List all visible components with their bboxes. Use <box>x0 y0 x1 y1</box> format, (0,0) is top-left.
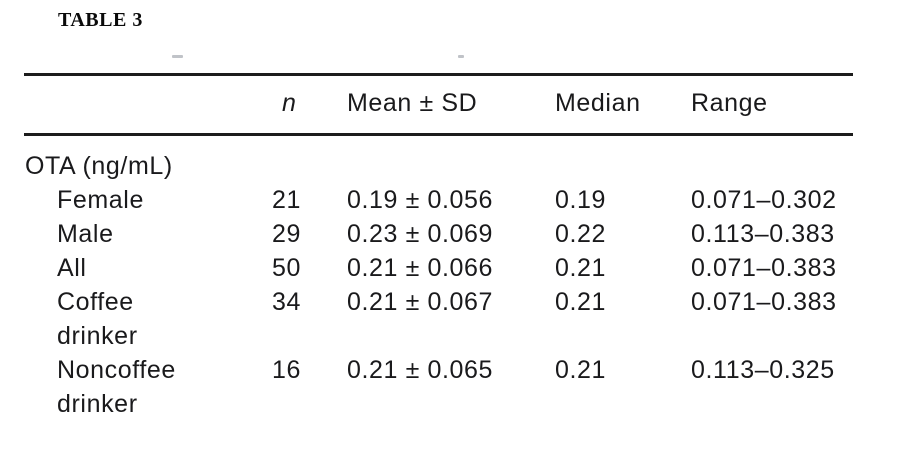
row-median-value: 0.19 <box>555 186 607 214</box>
row-median-value: 0.21 <box>555 254 607 282</box>
faded-caption-artifact <box>458 55 464 58</box>
header-median: Median <box>555 89 641 117</box>
row-n-value: 21 <box>272 186 302 214</box>
table-row-coffee-drinker: Coffee drinker 34 0.21 ± 0.067 0.21 0.07… <box>24 285 853 353</box>
table-row-all: All 50 0.21 ± 0.066 0.21 0.071–0.383 <box>24 251 853 285</box>
row-mean-sd-value: 0.21 ± 0.065 <box>347 356 494 384</box>
row-label: Male <box>57 220 114 248</box>
table-row-male: Male 29 0.23 ± 0.069 0.22 0.113–0.383 <box>24 217 853 251</box>
row-median-value: 0.22 <box>555 220 607 248</box>
table-header-row: n Mean ± SD Median Range <box>24 76 853 133</box>
group-header-label: OTA (ng/mL) <box>25 152 173 180</box>
header-n: n <box>282 89 297 117</box>
table-top-rule <box>24 73 853 76</box>
table-row-female: Female 21 0.19 ± 0.056 0.19 0.071–0.302 <box>24 183 853 217</box>
row-label: All <box>57 254 87 282</box>
row-mean-sd-value: 0.23 ± 0.069 <box>347 220 494 248</box>
table-group-row: OTA (ng/mL) <box>24 149 853 183</box>
row-n-value: 29 <box>272 220 302 248</box>
row-label: Female <box>57 186 144 214</box>
header-mean-sd: Mean ± SD <box>347 89 478 117</box>
row-n-value: 50 <box>272 254 302 282</box>
faded-caption-artifact <box>172 55 183 58</box>
table-row-noncoffee-drinker: Noncoffee drinker 16 0.21 ± 0.065 0.21 0… <box>24 353 853 421</box>
row-median-value: 0.21 <box>555 356 607 384</box>
row-mean-sd-value: 0.21 ± 0.067 <box>347 288 494 316</box>
table-header-rule <box>24 133 853 136</box>
row-mean-sd-value: 0.21 ± 0.066 <box>347 254 494 282</box>
table-body: OTA (ng/mL) Female 21 0.19 ± 0.056 0.19 … <box>24 136 853 421</box>
row-n-value: 16 <box>272 356 302 384</box>
table-number-label: TABLE 3 <box>58 9 143 31</box>
statistics-table: n Mean ± SD Median Range OTA (ng/mL) Fem… <box>24 73 853 421</box>
row-mean-sd-value: 0.19 ± 0.056 <box>347 186 494 214</box>
row-range-value: 0.113–0.325 <box>691 356 835 384</box>
row-range-value: 0.071–0.383 <box>691 288 837 316</box>
row-range-value: 0.113–0.383 <box>691 220 835 248</box>
row-median-value: 0.21 <box>555 288 607 316</box>
header-range: Range <box>691 89 768 117</box>
row-range-value: 0.071–0.383 <box>691 254 837 282</box>
row-label: Noncoffee drinker <box>57 356 176 418</box>
row-n-value: 34 <box>272 288 302 316</box>
row-range-value: 0.071–0.302 <box>691 186 837 214</box>
row-label: Coffee drinker <box>57 288 138 350</box>
